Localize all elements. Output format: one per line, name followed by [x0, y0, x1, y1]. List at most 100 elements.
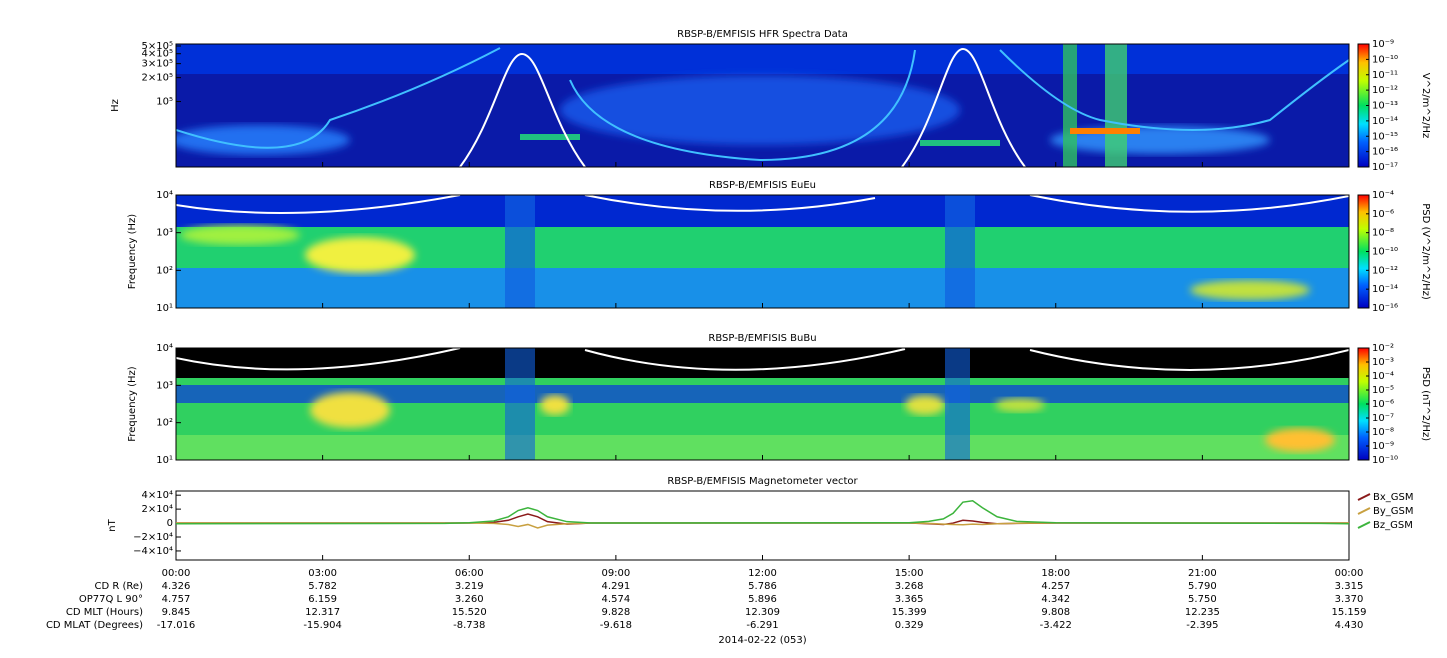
y-tick-label: 10¹: [156, 303, 173, 314]
y-tick-label: 10³: [156, 228, 173, 239]
ephemeris-value: -6.291: [746, 620, 778, 631]
colorbar-tick-label: 10⁻²: [1372, 343, 1394, 354]
ephemeris-value: 15.399: [892, 607, 927, 618]
ephemeris-value: 4.326: [162, 581, 191, 592]
data-line: [175, 499, 1350, 525]
y-tick-label: 2×10⁵: [142, 73, 173, 84]
x-tick-label: 06:00: [455, 568, 484, 579]
colorbar-tick-label: 10⁻¹⁴: [1372, 284, 1398, 295]
x-tick-label: 09:00: [601, 568, 630, 579]
y-tick-label: 0: [167, 518, 173, 529]
spectrogram-image: [176, 195, 1349, 308]
colorbar-tick-label: 10⁻¹⁶: [1372, 147, 1398, 158]
y-axis-label: Frequency (Hz): [127, 214, 138, 290]
y-tick-label: 5×10⁵: [142, 41, 173, 52]
y-tick-label: 10¹: [156, 455, 173, 466]
ephemeris-value: 5.896: [748, 594, 777, 605]
colorbar-tick-label: 10⁻¹⁰: [1372, 54, 1398, 65]
x-tick-label: 00:00: [1335, 568, 1364, 579]
colorbar-label: PSD (V^2/m^2/Hz): [1420, 203, 1431, 300]
ephemeris-value: 3.260: [455, 594, 484, 605]
y-tick-label: −4×10⁴: [133, 546, 173, 557]
legend-swatch: [1357, 521, 1371, 529]
colorbar-label: V^2/m^2/Hz: [1420, 73, 1431, 139]
ephemeris-value: 15.520: [452, 607, 487, 618]
ephemeris-value: 12.317: [305, 607, 340, 618]
colorbar-tick-label: 10⁻¹⁵: [1372, 131, 1398, 142]
legend-label: Bz_GSM: [1373, 520, 1413, 531]
legend-swatch: [1357, 493, 1371, 501]
y-tick-label: 10⁴: [156, 190, 173, 201]
ephemeris-value: 3.268: [895, 581, 924, 592]
panel-title: RBSP-B/EMFISIS EuEu: [709, 180, 816, 191]
ephemeris-value: 9.828: [602, 607, 631, 618]
ephemeris-value: -15.904: [303, 620, 342, 631]
y-tick-label: 10²: [156, 418, 173, 429]
y-tick-label: 3×10⁵: [142, 59, 173, 70]
y-axis-label: Frequency (Hz): [127, 366, 138, 442]
ephemeris-value: -8.738: [453, 620, 485, 631]
ephemeris-value: 4.342: [1041, 594, 1070, 605]
ephemeris-value: -3.422: [1040, 620, 1072, 631]
colorbar-tick-label: 10⁻⁶: [1372, 399, 1394, 410]
x-tick-label: 00:00: [162, 568, 191, 579]
y-tick-label: 4×10⁴: [142, 490, 173, 501]
colorbar-tick-label: 10⁻⁹: [1372, 441, 1394, 452]
colorbar-label: PSD (nT^2/Hz): [1420, 367, 1431, 441]
ephemeris-label: OP77Q L 90°: [79, 594, 143, 605]
colorbar-tick-label: 10⁻⁸: [1372, 228, 1394, 239]
panel-title: RBSP-B/EMFISIS BuBu: [708, 333, 816, 344]
colorbar-tick-label: 10⁻⁵: [1372, 385, 1394, 396]
ephemeris-value: -9.618: [600, 620, 632, 631]
colorbar-tick-label: 10⁻¹³: [1372, 101, 1398, 112]
colorbar-tick-label: 10⁻¹²: [1372, 85, 1398, 96]
y-tick-label: 10⁵: [156, 97, 173, 108]
colorbar-tick-label: 10⁻⁴: [1372, 371, 1394, 382]
ephemeris-value: -2.395: [1186, 620, 1218, 631]
ephemeris-label: CD MLT (Hours): [66, 607, 143, 618]
ephemeris-value: 4.757: [162, 594, 191, 605]
date-label: 2014-02-22 (053): [718, 635, 806, 646]
panel-title: RBSP-B/EMFISIS HFR Spectra Data: [677, 29, 848, 40]
ephemeris-label: CD MLAT (Degrees): [46, 620, 143, 631]
x-tick-label: 21:00: [1188, 568, 1217, 579]
ephemeris-label: CD R (Re): [95, 581, 144, 592]
ephemeris-value: 9.845: [162, 607, 191, 618]
plot-frame: [175, 490, 1350, 561]
legend-label: By_GSM: [1373, 506, 1414, 517]
ephemeris-value: 3.365: [895, 594, 924, 605]
y-tick-label: 10⁴: [156, 343, 173, 354]
y-tick-label: 10³: [156, 380, 173, 391]
x-tick-label: 18:00: [1041, 568, 1070, 579]
colorbar-tick-label: 10⁻¹²: [1372, 265, 1398, 276]
ephemeris-value: 5.786: [748, 581, 777, 592]
ephemeris-value: 5.782: [308, 581, 337, 592]
colorbar-tick-label: 10⁻⁹: [1372, 39, 1394, 50]
ephemeris-value: 5.790: [1188, 581, 1217, 592]
y-axis-label: nT: [107, 518, 118, 531]
x-tick-label: 03:00: [308, 568, 337, 579]
legend-label: Bx_GSM: [1373, 492, 1414, 503]
legend-swatch: [1357, 507, 1371, 515]
y-tick-label: −2×10⁴: [133, 532, 173, 543]
ephemeris-value: 3.370: [1335, 594, 1364, 605]
ephemeris-value: 5.750: [1188, 594, 1217, 605]
ephemeris-value: 12.309: [745, 607, 780, 618]
ephemeris-value: 4.257: [1041, 581, 1070, 592]
x-tick-label: 15:00: [895, 568, 924, 579]
spectrogram-image: [176, 348, 1349, 460]
panel-title: RBSP-B/EMFISIS Magnetometer vector: [667, 476, 858, 487]
colorbar-tick-label: 10⁻¹⁰: [1372, 455, 1398, 466]
colorbar-tick-label: 10⁻¹⁰: [1372, 247, 1398, 258]
ephemeris-value: 15.159: [1332, 607, 1367, 618]
colorbar-tick-label: 10⁻⁷: [1372, 413, 1394, 424]
ephemeris-value: -17.016: [157, 620, 196, 631]
y-axis-label: Hz: [110, 99, 121, 112]
ephemeris-value: 12.235: [1185, 607, 1220, 618]
colorbar-tick-label: 10⁻¹¹: [1372, 70, 1398, 81]
colorbar-tick-label: 10⁻³: [1372, 357, 1394, 368]
ephemeris-value: 3.315: [1335, 581, 1364, 592]
colorbar-tick-label: 10⁻⁸: [1372, 427, 1394, 438]
y-tick-label: 2×10⁴: [142, 504, 173, 515]
